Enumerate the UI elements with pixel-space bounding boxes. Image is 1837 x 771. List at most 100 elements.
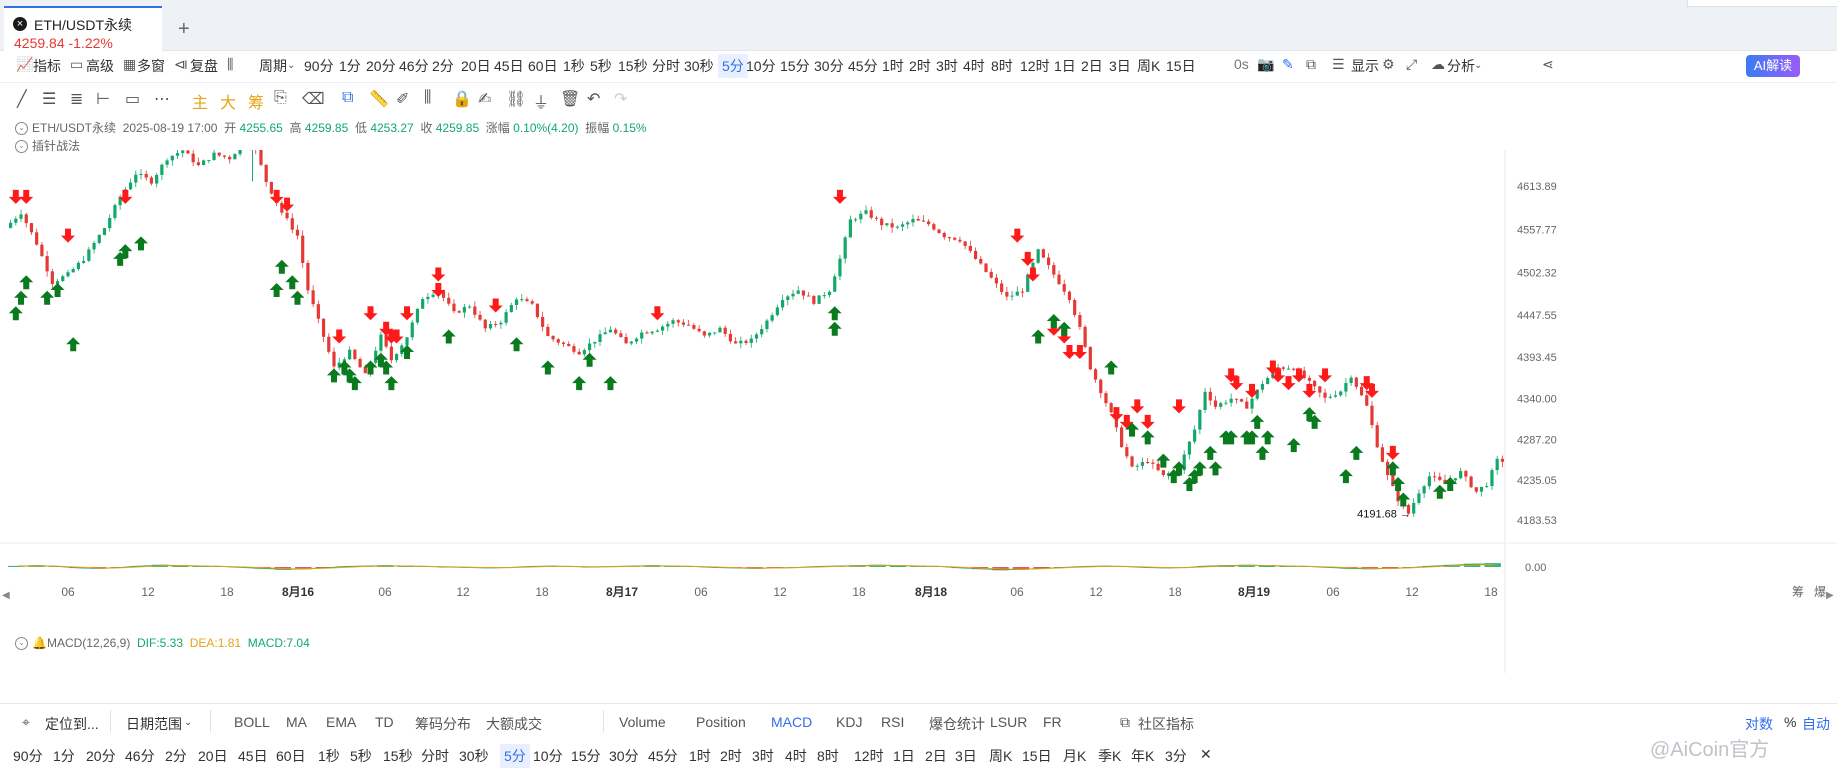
bottom-interval-24[interactable]: 1日	[893, 748, 915, 764]
locate-button[interactable]: 定位到...	[45, 716, 99, 732]
interval-27[interactable]: 周K	[1137, 58, 1161, 74]
trash-icon[interactable]: 🗑	[560, 91, 581, 108]
locate-icon[interactable]: ⌖	[22, 714, 30, 730]
main-indicator-4[interactable]: 筹码分布	[415, 716, 471, 732]
interval-17[interactable]: 45分	[848, 58, 878, 74]
indicator-icon[interactable]: 📈	[16, 56, 34, 72]
bottom-interval-18[interactable]: 1时	[689, 748, 711, 764]
list-icon[interactable]: ☰	[1332, 56, 1345, 72]
more-icon[interactable]: ⋯	[154, 91, 170, 108]
interval-2[interactable]: 20分	[366, 58, 396, 74]
candle-type-icon[interactable]: ⫼	[227, 56, 234, 72]
cloud-icon[interactable]: ☁	[1431, 56, 1445, 72]
interval-22[interactable]: 8时	[991, 58, 1013, 74]
scroll-left-icon[interactable]: ◀	[2, 590, 10, 601]
fullscreen-icon[interactable]: ⤢	[1406, 56, 1418, 72]
bottom-interval-21[interactable]: 4时	[785, 748, 807, 764]
interval-0[interactable]: 90分	[304, 58, 334, 74]
sub-indicator-2[interactable]: MACD	[771, 714, 813, 730]
collapse-icon[interactable]: ⌄	[15, 122, 28, 136]
ray-icon[interactable]: ⊢	[96, 91, 110, 108]
ruler-icon[interactable]: 📏	[369, 91, 389, 108]
add-tab-icon[interactable]: +	[178, 18, 190, 40]
bottom-interval-32[interactable]: 3分	[1165, 748, 1187, 764]
bell-icon[interactable]: 🔔	[32, 636, 47, 650]
brush-icon[interactable]: ✐	[396, 91, 410, 108]
collapse-icon[interactable]: ⌄	[15, 140, 28, 154]
bottom-interval-16[interactable]: 30分	[609, 748, 639, 764]
bottom-interval-5[interactable]: 20日	[198, 748, 228, 764]
replay-icon[interactable]: ⧏	[174, 56, 188, 72]
display-button[interactable]: 显示	[1351, 58, 1379, 74]
interval-25[interactable]: 2日	[1081, 58, 1103, 74]
indicators-button[interactable]: 指标	[33, 58, 61, 74]
interval-1[interactable]: 1分	[339, 58, 361, 74]
price-chart[interactable]: 4670.714613.894557.774502.324447.554393.…	[0, 150, 1837, 703]
layout-icon[interactable]: ⧉	[1306, 56, 1316, 72]
bottom-interval-7[interactable]: 60日	[276, 748, 306, 764]
sub-indicator-6[interactable]: LSUR	[990, 714, 1028, 730]
log-scale-toggle[interactable]: 对数	[1745, 716, 1773, 732]
interval-10[interactable]: 15秒	[618, 58, 648, 74]
rectangle-icon[interactable]: ▭	[125, 91, 141, 108]
multi-window-button[interactable]: 多窗	[137, 58, 165, 74]
bottom-interval-15[interactable]: 15分	[571, 748, 601, 764]
collapse-icon[interactable]: ⌄	[15, 637, 28, 651]
interval-23[interactable]: 12时	[1020, 58, 1050, 74]
interval-11[interactable]: 分时	[652, 58, 680, 74]
main-indicator-5[interactable]: 大额成交	[486, 716, 542, 732]
interval-20[interactable]: 3时	[936, 58, 958, 74]
bottom-interval-4[interactable]: 2分	[165, 748, 187, 764]
scroll-right-icon[interactable]: ▶	[1826, 590, 1834, 601]
trendline-icon[interactable]: ╱	[17, 91, 27, 108]
community-icon[interactable]: ⧉	[1120, 714, 1130, 730]
close-icon[interactable]: ✕	[1200, 746, 1212, 762]
undo-icon[interactable]: ↶	[587, 91, 601, 108]
bottom-interval-10[interactable]: 15秒	[383, 748, 413, 764]
ai-read-button[interactable]: AI解读	[1746, 55, 1800, 77]
advanced-icon[interactable]: ▭	[70, 56, 84, 72]
main-indicator-2[interactable]: EMA	[326, 714, 357, 730]
search-box-edge[interactable]	[1687, 0, 1837, 7]
interval-26[interactable]: 3日	[1109, 58, 1131, 74]
copy-icon[interactable]: ⧉	[342, 89, 354, 106]
bottom-interval-8[interactable]: 1秒	[318, 748, 340, 764]
symbol-tab[interactable]: × ETH/USDT永续 4259.84 -1.22%	[4, 6, 162, 52]
bottom-interval-25[interactable]: 2日	[925, 748, 947, 764]
camera-icon[interactable]: 📷	[1257, 56, 1275, 72]
bottom-interval-6[interactable]: 45日	[238, 748, 268, 764]
bottom-interval-11[interactable]: 分时	[421, 748, 449, 764]
eraser-icon[interactable]: ⌫	[302, 91, 325, 108]
sub-indicator-7[interactable]: FR	[1043, 714, 1062, 730]
bottom-interval-30[interactable]: 季K	[1098, 748, 1122, 764]
bottom-interval-26[interactable]: 3日	[955, 748, 977, 764]
bottom-interval-0[interactable]: 90分	[13, 748, 43, 764]
interval-7[interactable]: 60日	[528, 58, 558, 74]
share-icon[interactable]: ⋖	[1542, 56, 1554, 72]
bottom-interval-9[interactable]: 5秒	[350, 748, 372, 764]
interval-6[interactable]: 45日	[494, 58, 524, 74]
chips-tool[interactable]: 筹	[248, 95, 265, 112]
interval-18[interactable]: 1时	[882, 58, 904, 74]
pen-icon[interactable]: ✎	[1282, 56, 1294, 72]
bottom-interval-2[interactable]: 20分	[86, 748, 116, 764]
interval-8[interactable]: 1秒	[563, 58, 585, 74]
bottom-interval-31[interactable]: 年K	[1131, 748, 1155, 764]
bottom-interval-14[interactable]: 10分	[533, 748, 563, 764]
main-indicator-0[interactable]: BOLL	[234, 714, 270, 730]
analysis-button[interactable]: 分析	[1447, 58, 1475, 74]
bottom-interval-27[interactable]: 周K	[989, 748, 1013, 764]
advanced-button[interactable]: 高级	[86, 58, 114, 74]
interval-13[interactable]: 5分	[718, 54, 748, 78]
lock-icon[interactable]: 🔒	[452, 91, 472, 108]
sub-indicator-4[interactable]: RSI	[881, 714, 905, 730]
auto-toggle[interactable]: 自动	[1802, 716, 1830, 732]
bottom-interval-19[interactable]: 2时	[720, 748, 742, 764]
interval-19[interactable]: 2时	[909, 58, 931, 74]
interval-9[interactable]: 5秒	[590, 58, 612, 74]
sub-indicator-3[interactable]: KDJ	[836, 714, 863, 730]
main-indicator-3[interactable]: TD	[375, 714, 394, 730]
bottom-interval-23[interactable]: 12时	[854, 748, 884, 764]
bars-icon[interactable]: ⫼	[424, 89, 432, 106]
bottom-interval-29[interactable]: 月K	[1063, 748, 1087, 764]
